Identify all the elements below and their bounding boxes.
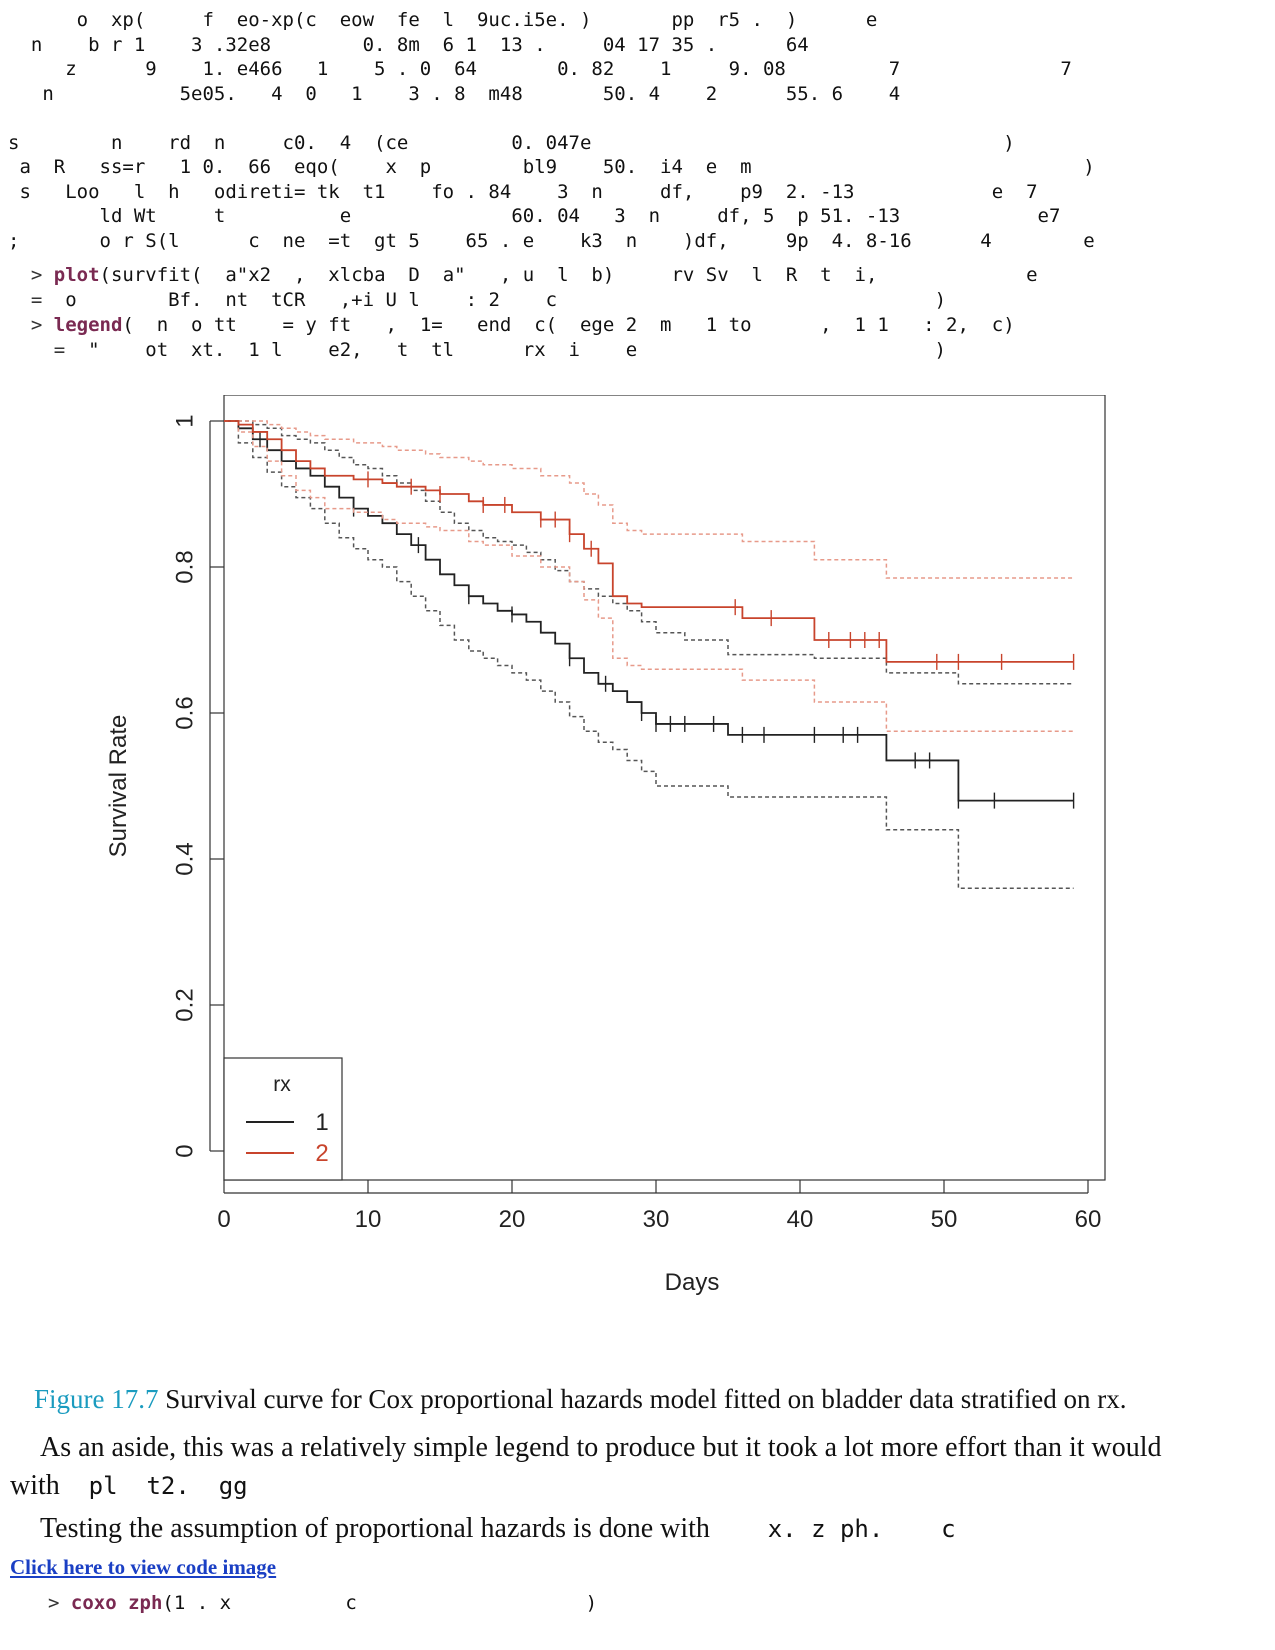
code-command-line: = o Bf. nt tCR ,+i U l : 2 c ): [8, 288, 946, 312]
x-tick-label: 50: [931, 1206, 958, 1233]
y-tick-label: 0: [171, 1144, 198, 1157]
code-output-line: n b r 1 3 .32e8 0. 8m 6 1 13 . 04 17 35 …: [8, 33, 809, 56]
code-prompt: =: [8, 339, 89, 361]
y-tick-label: 0.6: [171, 696, 198, 729]
code-command-line: = " ot xt. 1 l e2, t tl rx i e ): [8, 338, 946, 362]
view-code-image-link[interactable]: Click here to view code image: [10, 1555, 277, 1579]
y-tick-label: 1: [171, 414, 198, 427]
series-2-line: [224, 420, 1074, 663]
series-1-ci-upper: [224, 420, 1074, 685]
series-1-ci-lower: [224, 420, 1074, 889]
paragraph-aside-line2: with pl t2. gg: [10, 1470, 248, 1502]
code-prompt: =: [8, 289, 66, 311]
x-tick-label: 60: [1075, 1206, 1102, 1233]
x-tick-label: 40: [787, 1206, 814, 1233]
code-function: coxo zph: [70, 1592, 163, 1614]
x-tick-label: 30: [643, 1206, 670, 1233]
x-tick-label: 20: [499, 1206, 526, 1233]
paragraph-text: with: [10, 1470, 60, 1501]
code-command-bottom: > coxo zph(1 . x c ): [48, 1592, 597, 1614]
paragraph-testing: Testing the assumption of proportional h…: [40, 1513, 956, 1545]
legend-box: [223, 1057, 343, 1181]
code-output-line: a R ss=r 1 0. 66 eqo( x p bl9 50. i4 e m…: [8, 156, 1095, 178]
code-command-line: > legend( n o tt = y ft , 1= end c( ege …: [8, 313, 1015, 337]
code-prompt: >: [8, 314, 54, 336]
code-output-line: n 5e05. 4 0 1 3 . 8 m48 50. 4 2 55. 6 4: [8, 82, 901, 105]
code-output-line: ; o r S(l c ne =t gt 5 65 . e k3 n )df, …: [8, 229, 1095, 252]
code-args: o Bf. nt tCR ,+i U l : 2 c ): [65, 289, 947, 311]
x-tick-label: 10: [355, 1206, 382, 1233]
code-prompt: >: [8, 264, 54, 286]
code-output-line: ld Wt t e 60. 04 3 n df, 5 p 51. -13 e7: [8, 205, 1061, 227]
x-axis-label: Days: [665, 1269, 720, 1296]
series-2-ci-upper: [224, 420, 1074, 579]
survival-chart-svg: 0 10 20 30 40 50 60 0 0.2 0.4 0.6 0.8 1 Days Survival …: [105, 394, 1106, 1296]
y-tick-label: 0.2: [171, 988, 198, 1021]
figure-caption: Figure 17.7 Survival curve for Cox propo…: [34, 1384, 1126, 1415]
survival-chart: 0 10 20 30 40 50 60 0 0.2 0.4 0.6 0.8 1 Days Survival …: [0, 394, 1275, 1380]
code-args: ( n o tt = y ft , 1= end c( ege 2 m 1 to…: [122, 314, 1015, 336]
code-args: (survfit( a"x2 , xlcba D a" , u l b) rv …: [99, 264, 1038, 286]
code-output-line: s Loo l h odireti= tk t1 fo . 84 3 n df,…: [8, 180, 1038, 203]
code-output-line: z 9 1. e466 1 5 . 0 64 0. 82 1 9. 08 7 7: [8, 58, 1072, 80]
plot-frame: [223, 394, 1106, 1181]
series-2-ci-lower: [224, 420, 1074, 732]
y-tick-label: 0.8: [171, 550, 198, 583]
y-tick-label: 0.4: [171, 842, 198, 875]
code-function: legend: [53, 314, 123, 336]
code-prompt: >: [48, 1592, 71, 1614]
code-output-line: o xp( f eo-xp(c eow fe l 9uc.i5e. ) pp r…: [8, 9, 878, 31]
code-command-line: > plot(survfit( a"x2 , xlcba D a" , u l …: [8, 263, 1038, 287]
legend-entry: 1: [315, 1109, 328, 1136]
paragraph-aside-line1: As an aside, this was a relatively simpl…: [40, 1432, 1162, 1464]
inline-code: pl t2. gg: [59, 1472, 248, 1500]
series-1-line: [224, 420, 1074, 802]
inline-code: x. z ph. c: [709, 1515, 956, 1543]
code-args: " ot xt. 1 l e2, t tl rx i e ): [88, 339, 947, 361]
caption-text: Survival curve for Cox proportional haza…: [158, 1384, 1127, 1414]
figure-label: Figure 17.7: [34, 1384, 159, 1414]
y-axis-label: Survival Rate: [105, 715, 132, 858]
code-function: plot: [53, 264, 100, 286]
paragraph-text: As an aside, this was a relatively simpl…: [40, 1432, 1162, 1463]
legend-title: rx: [273, 1073, 291, 1096]
code-args: (1 . x c ): [162, 1592, 598, 1614]
legend-entry: 2: [315, 1140, 328, 1167]
paragraph-text: Testing the assumption of proportional h…: [40, 1513, 710, 1544]
x-tick-label: 0: [217, 1206, 230, 1233]
code-output-line: s n rd n c0. 4 (ce 0. 047e ): [8, 131, 1015, 154]
